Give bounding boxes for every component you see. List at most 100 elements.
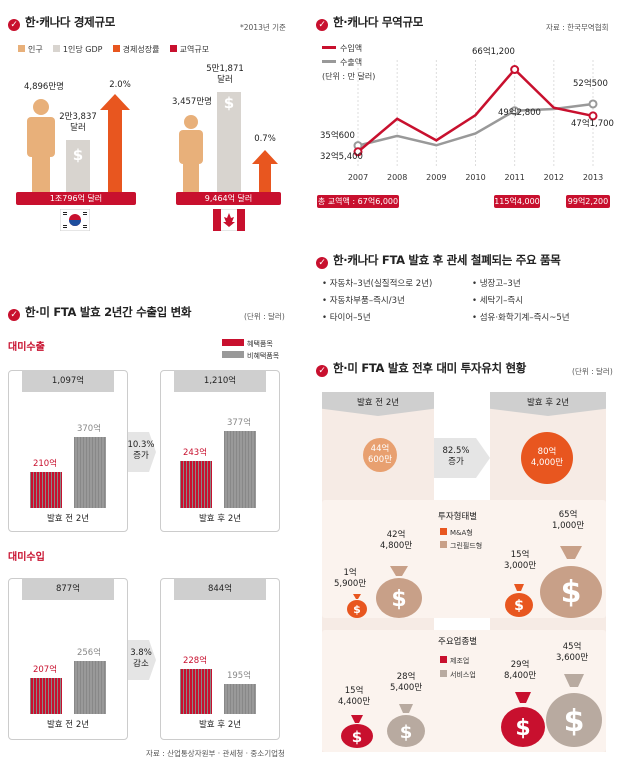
label-export-2007: 35억600 [320,131,355,141]
import-before-total: 877억 [22,578,114,600]
import-after-panel [160,578,280,740]
before-mfg-value: 15억 4,400만 [338,686,371,707]
canada-trade: 9,464억 달러 [176,192,281,205]
import-before-benefit: 207억 [32,665,58,675]
legend-greenfield: 그린필드형 [440,541,482,551]
bar-benefit [30,472,62,508]
import-after-total: 844억 [174,578,266,600]
check-icon: ✓ [8,19,20,31]
check-icon: ✓ [8,309,20,321]
export-after-benefit: 243억 [182,448,208,458]
investment-change: 82.5% 증가 [442,446,470,467]
legend-nonbenefit: 비혜택품목 [222,351,279,361]
check-icon: ✓ [316,365,328,377]
legend-import: 수입액 [322,43,362,54]
trade-note: 자료 : 한국무역협회 [546,23,609,32]
before-ma-value: 1억 5,900만 [334,568,367,589]
kor-us-source: 자료 : 산업통상자원부 · 관세청 · 중소기업청 [146,749,285,758]
svg-text:$: $ [353,603,361,616]
import-after-nonbenefit: 195억 [226,671,252,681]
svg-text:$: $ [400,722,413,743]
x-tick-label: 2008 [387,173,407,182]
investment-title: ✓ 한·미 FTA 발효 전후 대미 투자유치 현황 [316,360,526,377]
legend-service: 서비스업 [440,670,476,680]
korea-flag-icon [60,209,90,231]
korea-growth: 2.0% [109,80,131,90]
before-label: 발효 전 2년 [356,398,400,408]
arrow-icon [434,438,490,478]
import-heading: 대미수입 [8,552,45,563]
after-greenfield-value: 65억 1,000만 [552,510,585,531]
industry-heading: 주요업종별 [438,637,478,647]
export-before-label: 발효 전 2년 [46,514,90,524]
export-point [510,106,520,116]
label-import-2013: 47억1,700 [571,119,614,129]
dollar-icon: $ [66,140,90,192]
x-tick-label: 2013 [583,173,603,182]
tariff-title: ✓ 한·캐나다 FTA 발효 후 관세 철폐되는 주요 품목 [316,252,561,269]
export-before-nonbenefit: 370억 [76,424,102,434]
label-export-2011: 49억2,800 [498,108,541,118]
before-svc-value: 28억 5,400만 [390,672,423,693]
check-icon: ✓ [316,19,328,31]
import-after-label: 발효 후 2년 [198,720,242,730]
export-after-total: 1,210억 [174,370,266,392]
korea-trade: 1조796억 달러 [16,192,136,205]
after-total-bubble: 80억 4,000만 [521,432,573,484]
svg-text:$: $ [564,704,585,739]
import-point [353,147,363,157]
export-after-nonbenefit: 377억 [226,418,252,428]
economy-note: *2013년 기준 [240,23,286,32]
money-bag-icon: $ [347,594,367,618]
economy-legend: 인구 1인당 GDP 경제성장률 교역규모 [18,44,209,55]
bar-benefit [180,461,212,508]
bar-benefit [30,678,62,714]
trade-2013-badge: 99억2,200 [566,195,610,208]
before-greenfield-value: 42억 4,800만 [380,530,413,551]
dollar-icon: $ [217,92,241,192]
export-before-panel [8,370,128,532]
money-bag-icon: $ [387,704,425,747]
money-bag-icon: $ [376,566,422,618]
trade-2011-badge: 115억4,000 [494,195,540,208]
import-point [510,65,520,75]
export-after-panel [160,370,280,532]
export-before-benefit: 210억 [32,459,58,469]
trade-unit: (단위 : 만 달러) [322,72,376,81]
investment-unit: (단위 : 달러) [572,367,613,376]
bar-nonbenefit [224,431,256,508]
import-before-panel [8,578,128,740]
before-total-bubble: 44억 600만 [363,438,397,472]
label-export-2013: 52억500 [573,79,608,89]
korea-population: 4,896만명 [24,82,64,92]
svg-text:$: $ [514,598,524,614]
total-trade-badge: 총 교역액 : 67억6,000 [317,195,399,208]
label-import-2007: 32억5,400 [320,152,363,162]
bar-nonbenefit [74,437,106,508]
import-change: 3.8% 감소 [130,648,152,669]
legend-manufacturing: 제조업 [440,656,469,666]
export-change: 10.3% 증가 [127,440,155,461]
legend-export: 수출액 [322,57,362,68]
import-series-line [357,67,594,153]
svg-text:$: $ [561,575,582,610]
trade-title: ✓ 한·캐나다 무역규모 [316,14,423,31]
person-icon [27,99,55,192]
svg-text:$: $ [391,587,406,612]
legend-benefit: 혜택품목 [222,339,273,349]
x-tick-label: 2010 [465,173,485,182]
canada-growth: 0.7% [254,134,276,144]
money-bag-icon: $ [546,674,602,747]
bar-benefit [180,669,212,714]
x-tick-label: 2011 [504,173,524,182]
kor-us-trade-title: ✓ 한·미 FTA 발효 2년간 수출입 변화 [8,304,191,321]
x-tick-label: 2012 [544,173,564,182]
import-after-benefit: 228억 [182,656,208,666]
export-before-total: 1,097억 [22,370,114,392]
tariff-item: • 자동차부품–즉시/3년 [322,296,405,306]
export-after-label: 발효 후 2년 [198,514,242,524]
arrow-icon [128,432,156,472]
money-bag-icon: $ [501,692,545,747]
after-svc-value: 45억 3,600만 [556,642,589,663]
after-mfg-value: 29억 8,400만 [504,660,537,681]
